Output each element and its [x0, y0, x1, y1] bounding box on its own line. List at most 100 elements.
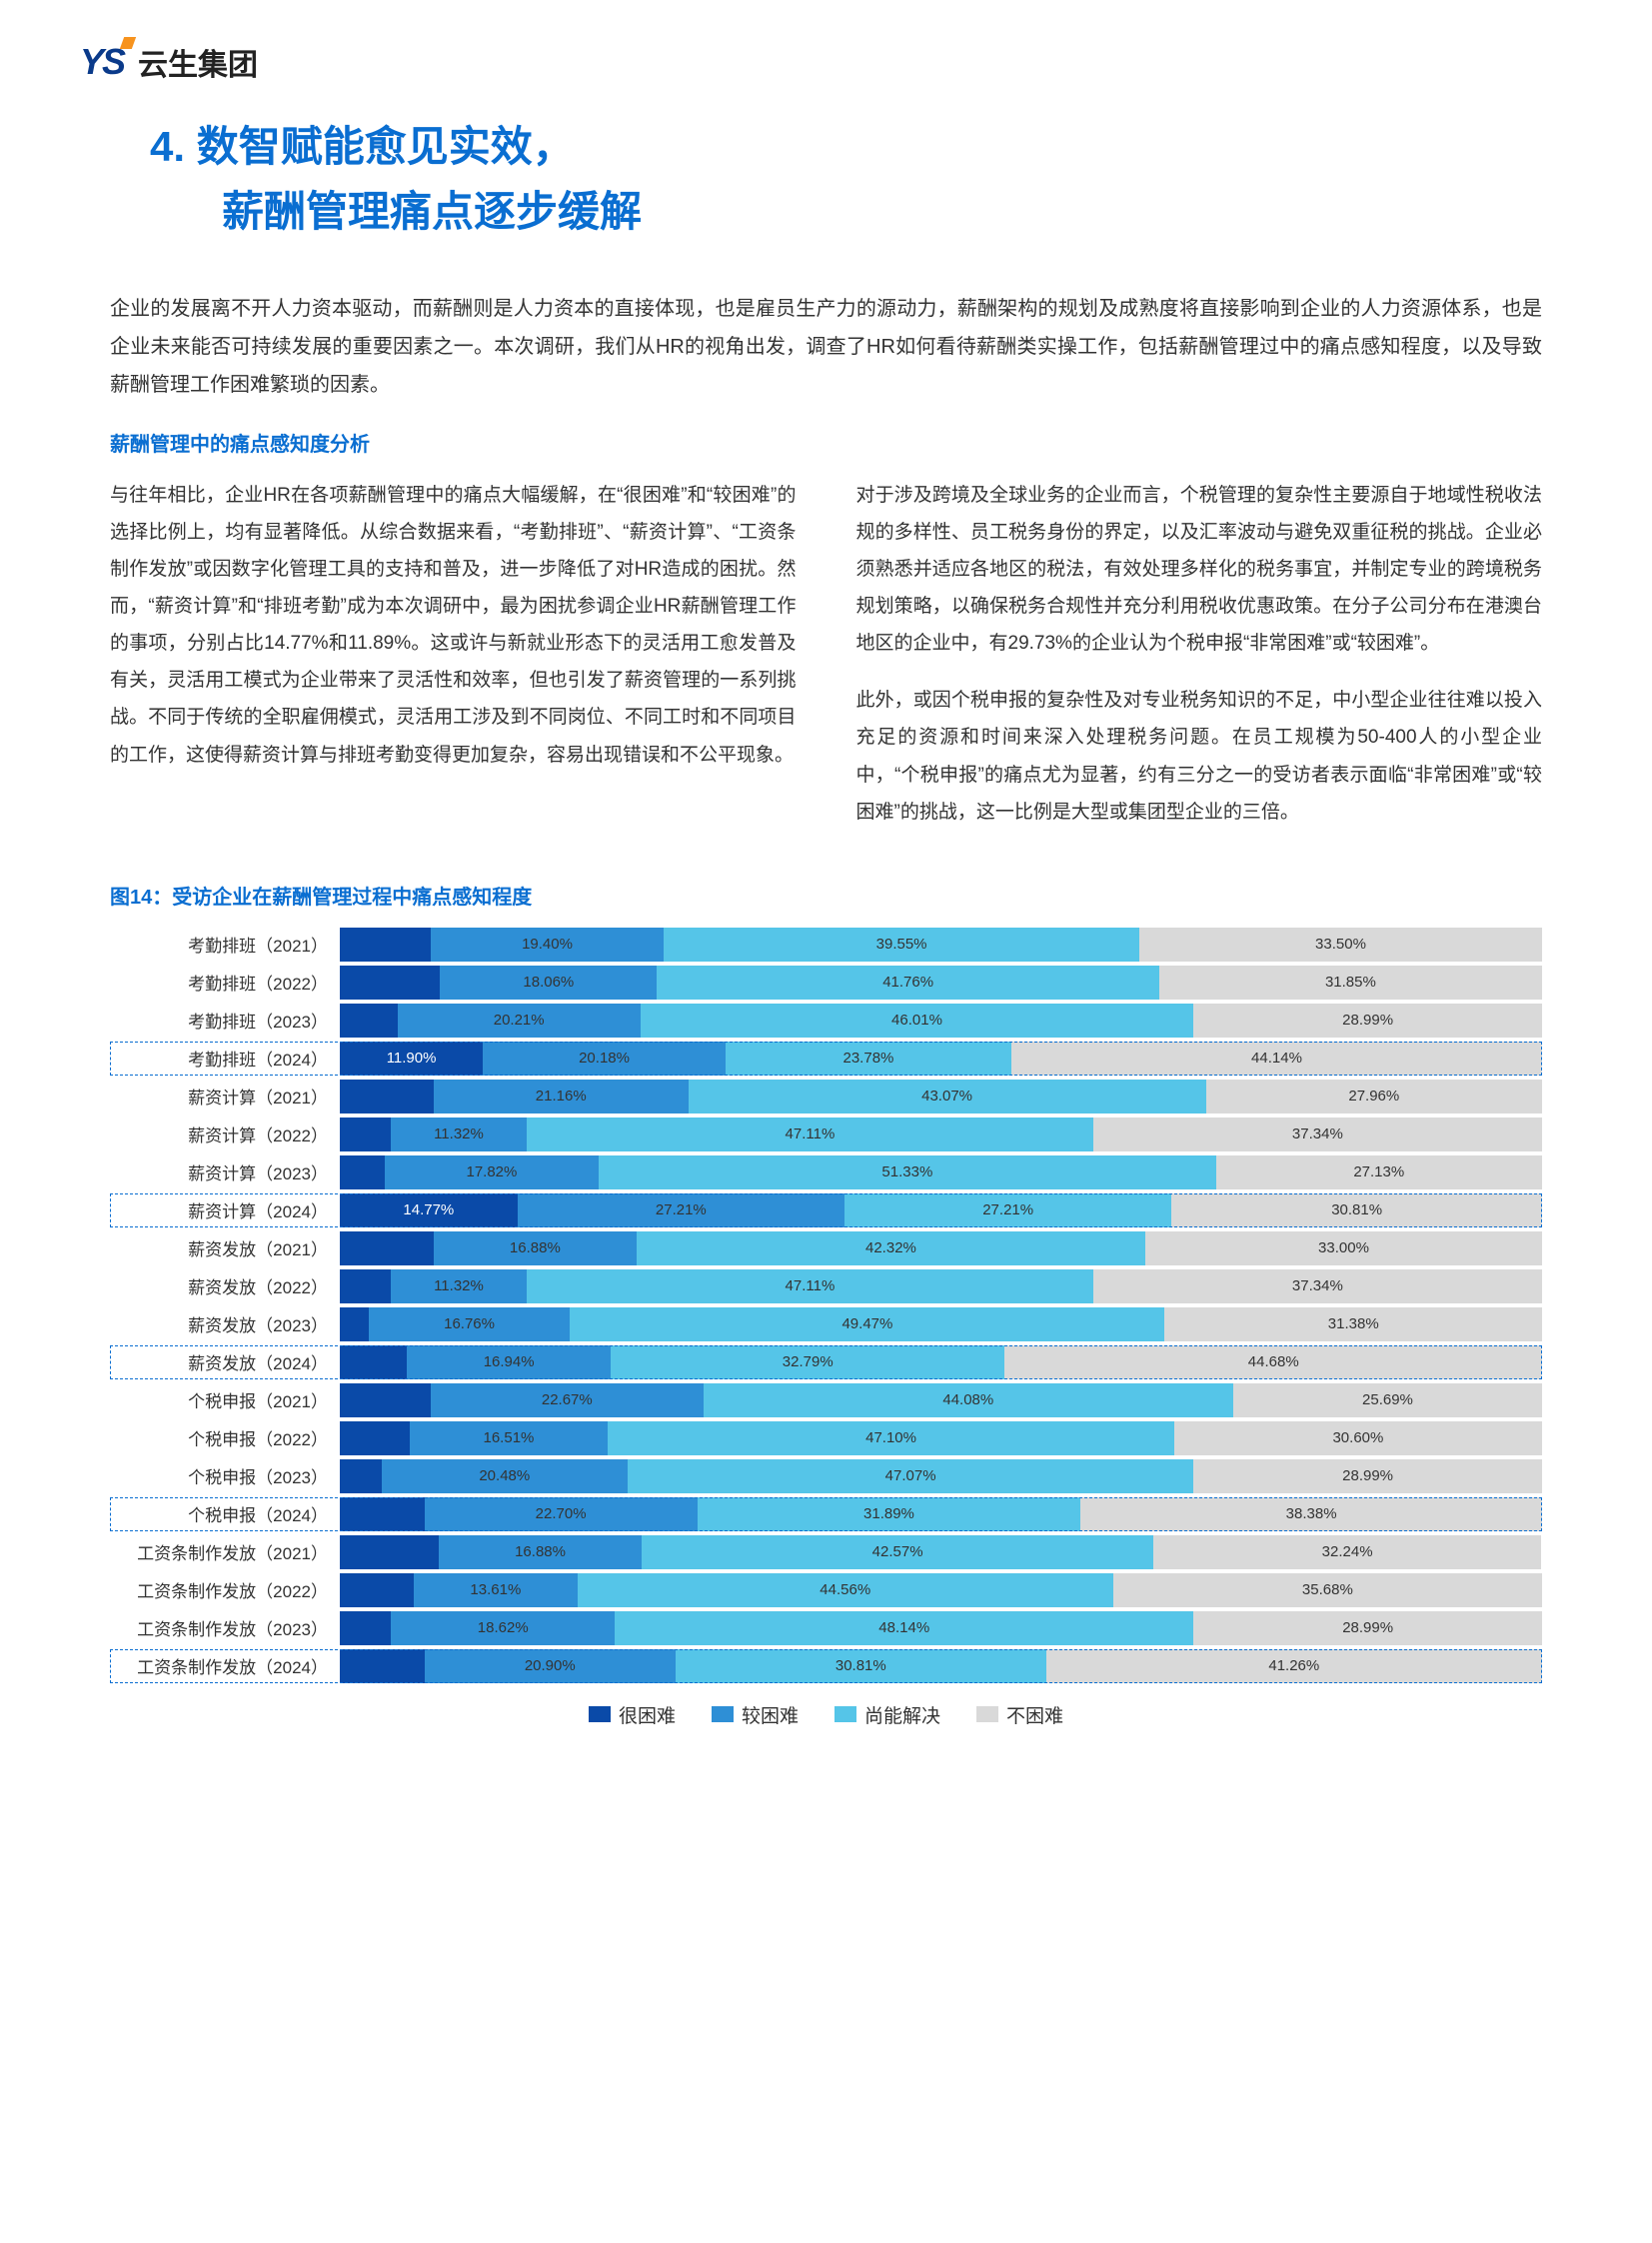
chart-segment	[340, 1004, 398, 1038]
legend-item: 很困难	[589, 1701, 676, 1728]
chart-segment: 28.99%	[1193, 1459, 1542, 1493]
chart-segment: 46.01%	[641, 1004, 1194, 1038]
chart-segment	[340, 1535, 439, 1569]
chart-row: 个税申报（2024）22.70%31.89%38.38%	[110, 1497, 1542, 1531]
chart-segment: 44.56%	[578, 1573, 1113, 1607]
chart-segment: 21.16%	[434, 1080, 689, 1114]
chart-bar: 20.48%47.07%28.99%	[340, 1459, 1542, 1493]
chart-row: 薪资计算（2023）17.82%51.33%27.13%	[110, 1155, 1542, 1189]
chart-segment: 27.21%	[844, 1193, 1171, 1227]
chart-segment: 27.96%	[1206, 1080, 1542, 1114]
chart-segment: 30.81%	[1171, 1193, 1542, 1227]
chart-segment: 51.33%	[599, 1155, 1215, 1189]
chart-bar: 19.40%39.55%33.50%	[340, 928, 1542, 962]
chart-bar: 17.82%51.33%27.13%	[340, 1155, 1542, 1189]
right-column: 对于涉及跨境及全球业务的企业而言，个税管理的复杂性主要源自于地域性税收法规的多样…	[856, 477, 1543, 850]
chart-segment	[340, 1155, 385, 1189]
chart-segment: 18.06%	[440, 966, 657, 1000]
chart-segment: 18.62%	[391, 1611, 615, 1645]
chart-row: 考勤排班（2022）18.06%41.76%31.85%	[110, 966, 1542, 1000]
chart-row: 薪资计算（2021）21.16%43.07%27.96%	[110, 1080, 1542, 1114]
logo-text: 云生集团	[138, 40, 258, 84]
intro-paragraph: 企业的发展离不开人力资本驱动，而薪酬则是人力资本的直接体现，也是雇员生产力的源动…	[110, 290, 1542, 404]
left-column: 与往年相比，企业HR在各项薪酬管理中的痛点大幅缓解，在“很困难”和“较困难”的选…	[110, 477, 797, 850]
chart-segment: 27.21%	[518, 1193, 844, 1227]
chart-segment: 39.55%	[664, 928, 1139, 962]
chart-bar: 11.32%47.11%37.34%	[340, 1118, 1542, 1151]
chart-segment: 47.11%	[527, 1269, 1093, 1303]
subheading: 薪酬管理中的痛点感知度分析	[110, 428, 1542, 457]
chart-segment: 20.48%	[382, 1459, 628, 1493]
chart-segment: 32.79%	[611, 1345, 1004, 1379]
left-paragraph-1: 与往年相比，企业HR在各项薪酬管理中的痛点大幅缓解，在“很困难”和“较困难”的选…	[110, 477, 797, 773]
chart-title: 图14：受访企业在薪酬管理过程中痛点感知程度	[110, 881, 1542, 910]
legend-item: 较困难	[712, 1701, 799, 1728]
chart-segment: 16.94%	[407, 1345, 611, 1379]
title-line-1: 4. 数智赋能愈见实效，	[150, 123, 575, 170]
chart-segment	[340, 928, 431, 962]
chart-segment: 20.90%	[425, 1649, 676, 1683]
chart-segment: 37.34%	[1093, 1269, 1542, 1303]
chart-segment: 31.89%	[698, 1497, 1081, 1531]
chart-row-label: 考勤排班（2024）	[110, 1046, 340, 1071]
chart-segment: 44.68%	[1004, 1345, 1542, 1379]
chart-bar: 16.94%32.79%44.68%	[340, 1345, 1542, 1379]
chart-row: 薪资发放（2022）11.32%47.11%37.34%	[110, 1269, 1542, 1303]
chart-segment: 23.78%	[726, 1042, 1011, 1076]
section-title: 4. 数智赋能愈见实效， 薪酬管理痛点逐步缓解	[150, 114, 1572, 244]
chart-segment	[340, 1231, 434, 1265]
chart-bar: 13.61%44.56%35.68%	[340, 1573, 1542, 1607]
chart-segment: 20.21%	[398, 1004, 641, 1038]
chart-segment: 16.51%	[410, 1421, 609, 1455]
chart-bar: 11.90%20.18%23.78%44.14%	[340, 1042, 1542, 1076]
chart-segment	[340, 1649, 425, 1683]
right-paragraph-1: 对于涉及跨境及全球业务的企业而言，个税管理的复杂性主要源自于地域性税收法规的多样…	[856, 477, 1543, 662]
chart-segment: 31.85%	[1159, 966, 1542, 1000]
chart-segment: 31.38%	[1164, 1307, 1542, 1341]
chart-segment: 20.18%	[483, 1042, 726, 1076]
logo: YS 云生集团	[80, 40, 1572, 84]
chart-segment: 44.08%	[704, 1383, 1233, 1417]
chart-bar: 18.62%48.14%28.99%	[340, 1611, 1542, 1645]
legend-label: 尚能解决	[864, 1701, 940, 1728]
chart-segment	[340, 1611, 391, 1645]
chart-bar: 20.90%30.81%41.26%	[340, 1649, 1542, 1683]
chart-legend: 很困难较困难尚能解决不困难	[80, 1701, 1572, 1728]
chart-row-label: 工资条制作发放（2023）	[110, 1615, 340, 1640]
chart-segment: 16.88%	[434, 1231, 637, 1265]
logo-mark: YS	[80, 41, 124, 83]
chart-segment: 35.68%	[1113, 1573, 1542, 1607]
chart-row-label: 考勤排班（2023）	[110, 1008, 340, 1033]
two-column-body: 与往年相比，企业HR在各项薪酬管理中的痛点大幅缓解，在“很困难”和“较困难”的选…	[110, 477, 1542, 850]
chart-bar: 14.77%27.21%27.21%30.81%	[340, 1193, 1542, 1227]
legend-label: 很困难	[619, 1701, 676, 1728]
chart-row: 工资条制作发放（2023）18.62%48.14%28.99%	[110, 1611, 1542, 1645]
chart-row-label: 工资条制作发放（2021）	[110, 1539, 340, 1564]
chart-segment	[340, 1269, 391, 1303]
chart-segment: 25.69%	[1233, 1383, 1542, 1417]
chart-row: 考勤排班（2023）20.21%46.01%28.99%	[110, 1004, 1542, 1038]
chart-segment: 11.90%	[340, 1042, 483, 1076]
chart-row-label: 个税申报（2022）	[110, 1425, 340, 1450]
chart-row: 考勤排班（2024）11.90%20.18%23.78%44.14%	[110, 1042, 1542, 1076]
chart-row: 个税申报（2023）20.48%47.07%28.99%	[110, 1459, 1542, 1493]
chart-row-label: 考勤排班（2021）	[110, 932, 340, 957]
chart-bar: 11.32%47.11%37.34%	[340, 1269, 1542, 1303]
title-line-2: 薪酬管理痛点逐步缓解	[222, 179, 642, 244]
chart-segment: 42.57%	[642, 1535, 1153, 1569]
chart-row: 工资条制作发放（2024）20.90%30.81%41.26%	[110, 1649, 1542, 1683]
chart-row-label: 个税申报（2021）	[110, 1387, 340, 1412]
legend-swatch	[589, 1706, 611, 1722]
chart-row: 薪资发放（2021）16.88%42.32%33.00%	[110, 1231, 1542, 1265]
chart-segment: 47.11%	[527, 1118, 1093, 1151]
chart-row: 薪资发放（2024）16.94%32.79%44.68%	[110, 1345, 1542, 1379]
chart-bar: 21.16%43.07%27.96%	[340, 1080, 1542, 1114]
chart-row: 工资条制作发放（2021）16.88%42.57%32.24%	[110, 1535, 1542, 1569]
chart-row-label: 薪资发放（2023）	[110, 1311, 340, 1336]
chart-segment	[340, 1118, 391, 1151]
chart-row-label: 薪资计算（2023）	[110, 1159, 340, 1184]
chart-segment: 30.60%	[1174, 1421, 1542, 1455]
chart-row-label: 工资条制作发放（2024）	[110, 1653, 340, 1678]
chart-bar: 20.21%46.01%28.99%	[340, 1004, 1542, 1038]
chart-bar: 16.88%42.32%33.00%	[340, 1231, 1542, 1265]
